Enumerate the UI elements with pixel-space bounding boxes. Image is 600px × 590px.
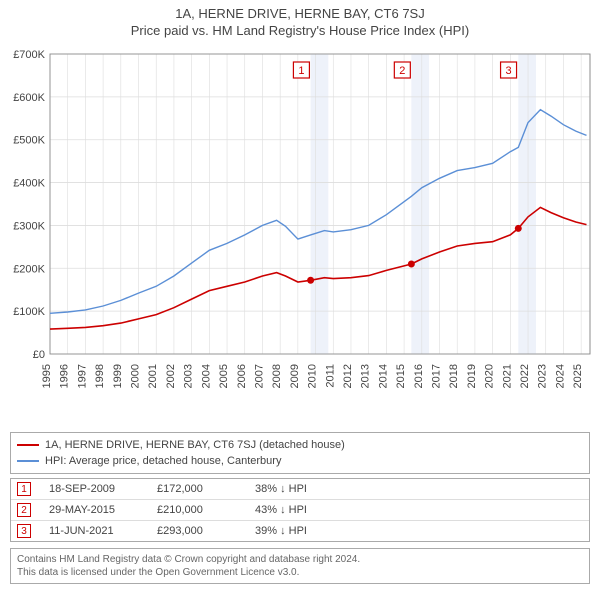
legend-row: HPI: Average price, detached house, Cant… <box>17 453 583 469</box>
svg-text:2010: 2010 <box>307 364 319 388</box>
row-price: £172,000 <box>157 483 237 495</box>
svg-text:2004: 2004 <box>200 364 212 388</box>
svg-text:2013: 2013 <box>360 364 372 388</box>
svg-text:2015: 2015 <box>395 364 407 388</box>
line-chart: £0 £100K £200K £300K £400K £500K £600K £700K 199… <box>0 44 600 424</box>
svg-text:£0: £0 <box>33 349 45 361</box>
page-title: 1A, HERNE DRIVE, HERNE BAY, CT6 7SJ <box>0 0 600 21</box>
row-date: 29-MAY-2015 <box>49 504 139 516</box>
row-marker: 3 <box>17 524 31 538</box>
chart-area: £0 £100K £200K £300K £400K £500K £600K £700K 199… <box>0 44 600 424</box>
svg-text:2006: 2006 <box>236 364 248 388</box>
svg-text:2014: 2014 <box>377 364 389 388</box>
row-marker: 1 <box>17 482 31 496</box>
svg-text:£400K: £400K <box>13 178 45 190</box>
row-marker: 2 <box>17 503 31 517</box>
svg-text:2022: 2022 <box>519 364 531 388</box>
svg-text:2021: 2021 <box>501 364 513 388</box>
legend-swatch <box>17 460 39 462</box>
svg-text:2001: 2001 <box>147 364 159 388</box>
svg-text:2005: 2005 <box>218 364 230 388</box>
table-row: 2 29-MAY-2015 £210,000 43% ↓ HPI <box>11 500 589 521</box>
chart-container: 1A, HERNE DRIVE, HERNE BAY, CT6 7SJ Pric… <box>0 0 600 590</box>
svg-text:1995: 1995 <box>41 364 53 388</box>
svg-text:2000: 2000 <box>130 364 142 388</box>
legend-row: 1A, HERNE DRIVE, HERNE BAY, CT6 7SJ (det… <box>17 437 583 453</box>
row-price: £293,000 <box>157 525 237 537</box>
svg-text:2017: 2017 <box>431 364 443 388</box>
svg-text:2025: 2025 <box>572 364 584 388</box>
row-date: 18-SEP-2009 <box>49 483 139 495</box>
table-row: 3 11-JUN-2021 £293,000 39% ↓ HPI <box>11 521 589 541</box>
table-row: 1 18-SEP-2009 £172,000 38% ↓ HPI <box>11 479 589 500</box>
svg-text:2018: 2018 <box>448 364 460 388</box>
svg-text:2007: 2007 <box>253 364 265 388</box>
svg-text:1: 1 <box>298 65 304 77</box>
svg-text:£700K: £700K <box>13 49 45 61</box>
footer-line: This data is licensed under the Open Gov… <box>17 566 583 579</box>
svg-text:2020: 2020 <box>484 364 496 388</box>
legend-swatch <box>17 444 39 446</box>
svg-text:2008: 2008 <box>271 364 283 388</box>
row-date: 11-JUN-2021 <box>49 525 139 537</box>
footer-line: Contains HM Land Registry data © Crown c… <box>17 553 583 566</box>
footer-panel: Contains HM Land Registry data © Crown c… <box>10 548 590 584</box>
transaction-table: 1 18-SEP-2009 £172,000 38% ↓ HPI 2 29-MAY-201… <box>10 478 590 542</box>
row-diff: 43% ↓ HPI <box>255 504 583 516</box>
svg-text:2012: 2012 <box>342 364 354 388</box>
svg-text:2003: 2003 <box>183 364 195 388</box>
svg-text:1996: 1996 <box>59 364 71 388</box>
svg-text:2011: 2011 <box>324 364 336 388</box>
svg-text:2002: 2002 <box>165 364 177 388</box>
page-subtitle: Price paid vs. HM Land Registry's House … <box>0 21 600 44</box>
svg-text:3: 3 <box>505 65 511 77</box>
svg-text:1998: 1998 <box>94 364 106 388</box>
row-diff: 38% ↓ HPI <box>255 483 583 495</box>
svg-text:1997: 1997 <box>76 364 88 388</box>
svg-text:£100K: £100K <box>13 306 45 318</box>
svg-text:2016: 2016 <box>413 364 425 388</box>
legend-label: 1A, HERNE DRIVE, HERNE BAY, CT6 7SJ (det… <box>45 439 345 451</box>
svg-text:2009: 2009 <box>289 364 301 388</box>
svg-text:£600K: £600K <box>13 92 45 104</box>
svg-text:2023: 2023 <box>537 364 549 388</box>
legend-panel: 1A, HERNE DRIVE, HERNE BAY, CT6 7SJ (det… <box>10 432 590 474</box>
row-diff: 39% ↓ HPI <box>255 525 583 537</box>
svg-text:£200K: £200K <box>13 263 45 275</box>
row-price: £210,000 <box>157 504 237 516</box>
svg-text:2: 2 <box>399 65 405 77</box>
svg-text:£500K: £500K <box>13 135 45 147</box>
svg-text:2024: 2024 <box>554 364 566 388</box>
svg-text:2019: 2019 <box>466 364 478 388</box>
svg-text:1999: 1999 <box>112 364 124 388</box>
svg-text:£300K: £300K <box>13 220 45 232</box>
legend-label: HPI: Average price, detached house, Cant… <box>45 455 281 467</box>
